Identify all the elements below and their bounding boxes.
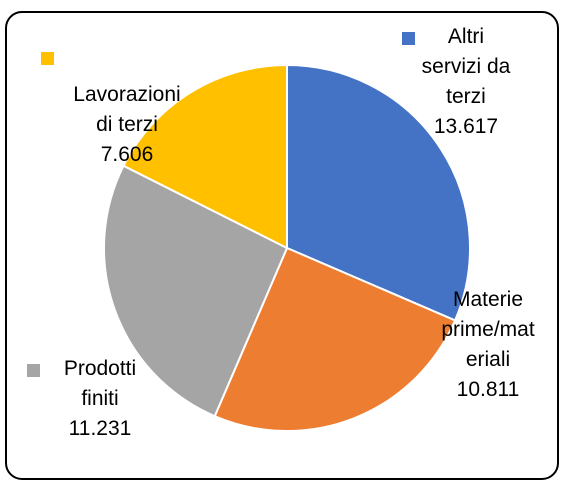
pie-slice <box>286 63 471 322</box>
category-label: Lavorazioni di terzi <box>73 83 181 136</box>
category-label: Materie prime/materiali <box>441 288 535 371</box>
category-label: Prodotti finiti <box>63 357 137 410</box>
pie-slice <box>122 63 288 250</box>
pie-slice <box>103 164 289 418</box>
pie-slice <box>213 246 457 432</box>
category-label: Altri servizi da terzi <box>421 25 511 108</box>
value-label: 7.606 <box>100 143 154 166</box>
data-label: Lavorazioni di terzi 7.606 <box>70 80 184 170</box>
value-label: 10.811 <box>456 378 520 401</box>
value-label: 11.231 <box>68 417 132 440</box>
data-label: Prodotti finiti 11.231 <box>44 354 156 444</box>
data-label: Materie prime/materiali 10.811 <box>436 285 540 405</box>
pie <box>103 63 471 432</box>
value-label: 13.617 <box>433 115 499 138</box>
legend-key <box>27 364 40 377</box>
legend-key <box>402 32 415 45</box>
data-label: Altri servizi da terzi 13.617 <box>418 22 514 142</box>
legend-key <box>41 52 54 65</box>
